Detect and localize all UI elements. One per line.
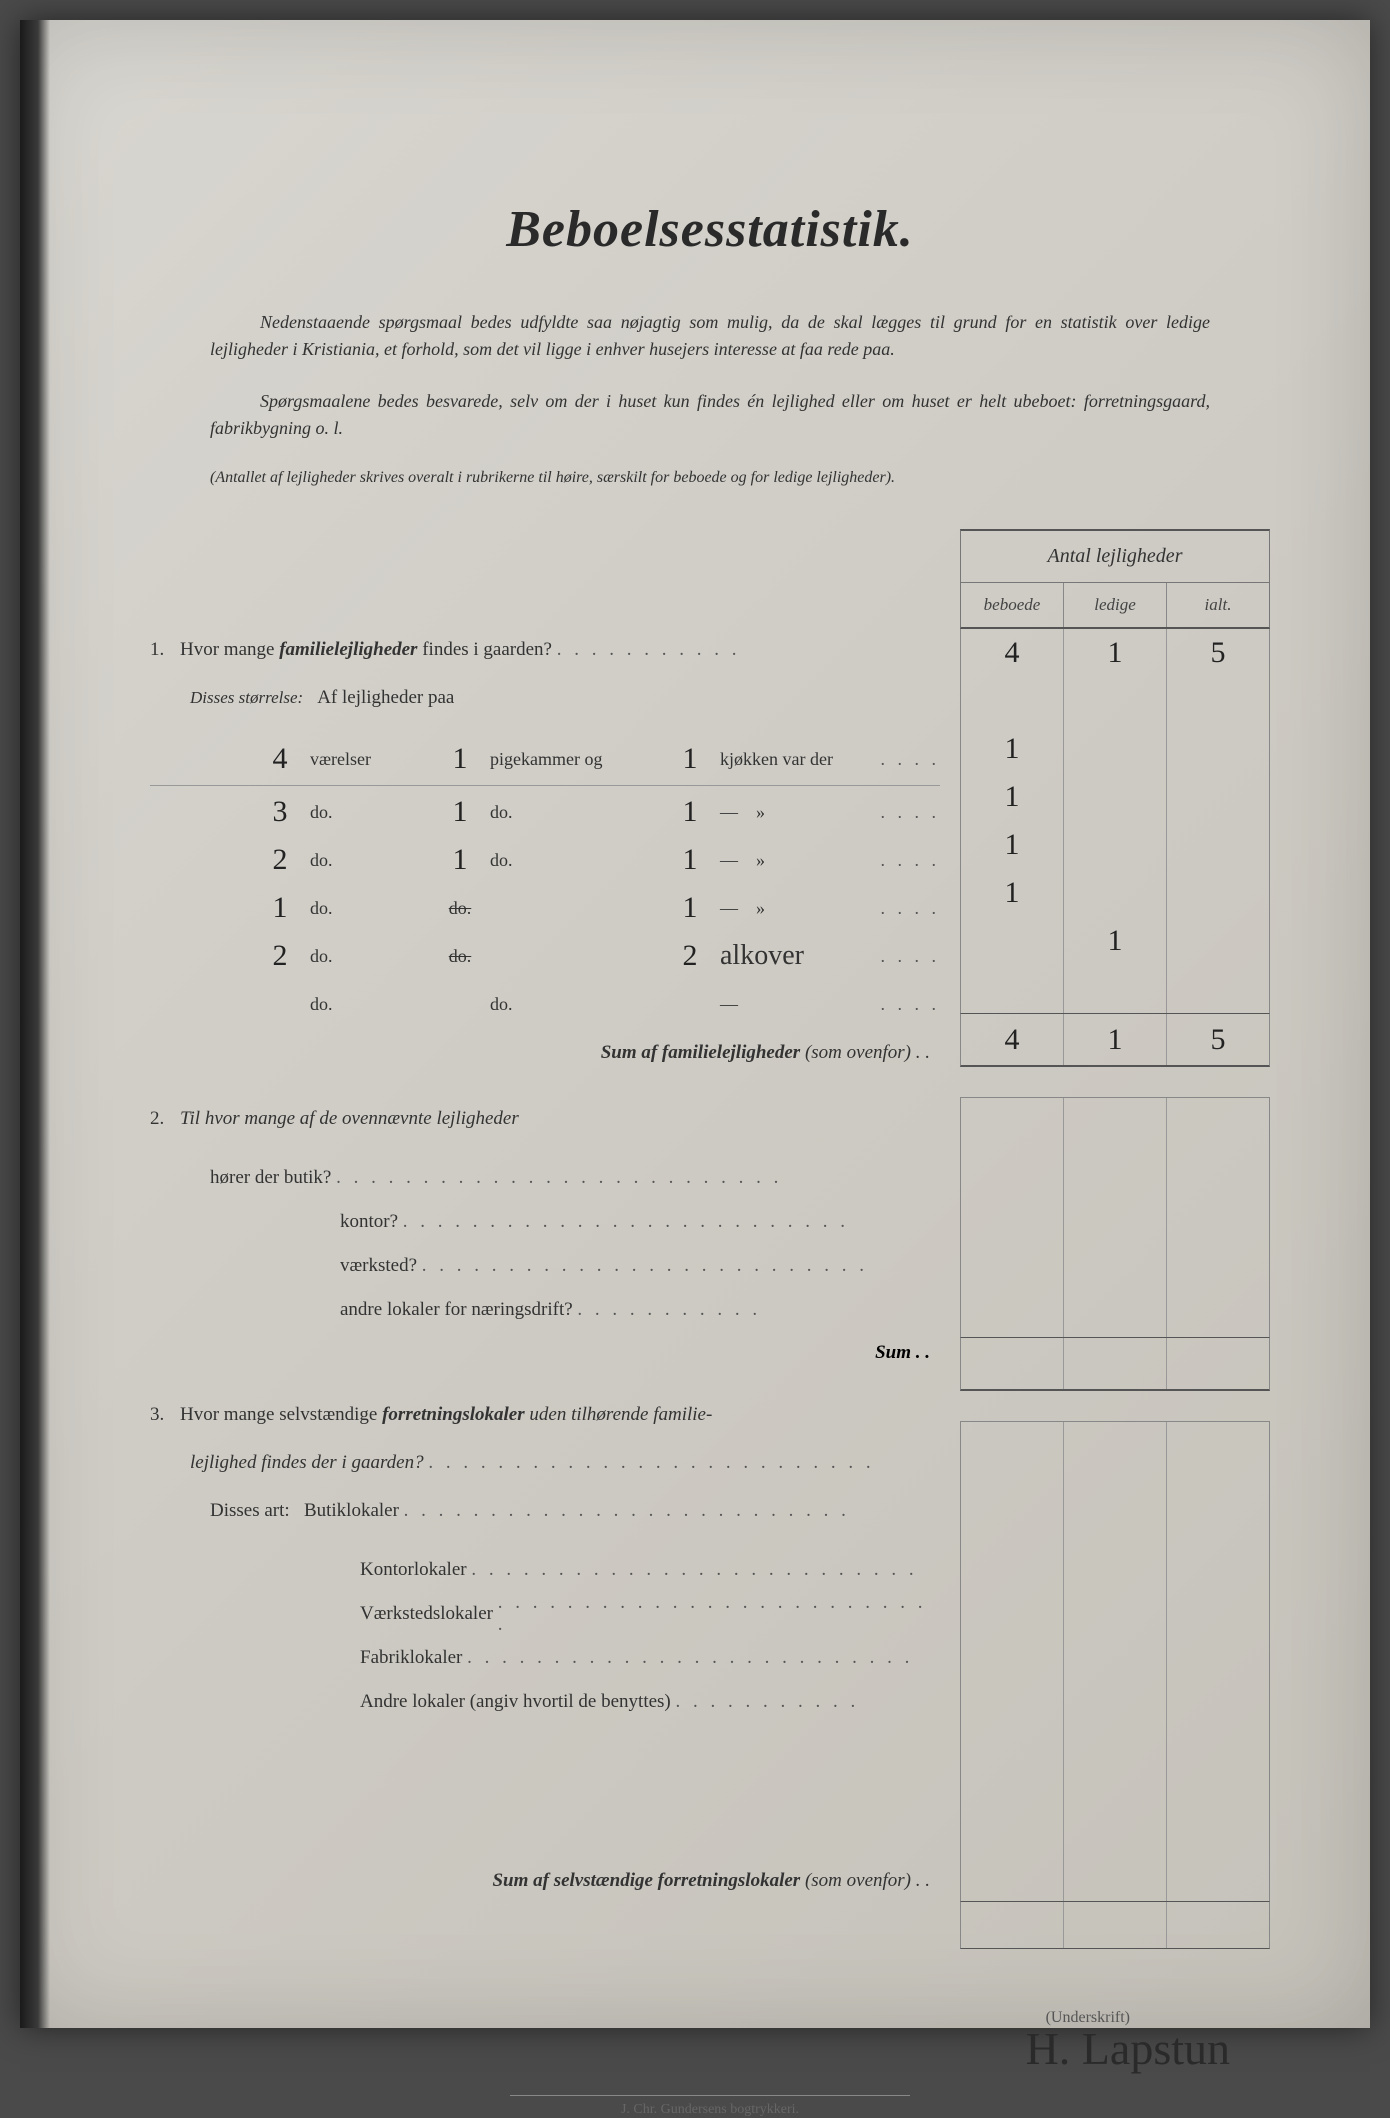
q1-number: 1. xyxy=(150,639,180,661)
q3-r4 xyxy=(960,1661,1270,1709)
q3-kontor: Kontorlokaler . . . . . . . . . . . . . … xyxy=(150,1548,940,1592)
printer-credit: J. Chr. Gundersens bogtrykkeri. xyxy=(510,2095,910,2118)
q3-r1 xyxy=(960,1517,1270,1565)
data-row-1: 1 xyxy=(960,725,1270,773)
q3-spacer xyxy=(960,1421,1270,1469)
size-row-3: 2 do. 1 do. 1 — » . . . . xyxy=(150,836,940,884)
questions-column: 1. Hvor mange familielejligheder findes … xyxy=(150,529,960,1949)
question-2: 2. Til hvor mange af de ovennævnte lejli… xyxy=(150,1108,940,1156)
intro-text-1: Nedenstaaende spørgsmaal bedes udfyldte … xyxy=(210,312,1210,359)
document-page: Beboelsesstatistik. Nedenstaaende spørgs… xyxy=(20,20,1370,2028)
q3-fabrik: Fabriklokaler . . . . . . . . . . . . . … xyxy=(150,1636,940,1680)
table-header: Antal lejligheder xyxy=(960,529,1270,582)
table-subheader: beboede ledige ialt. xyxy=(960,582,1270,629)
intro-note: (Antallet af lejligheder skrives overalt… xyxy=(210,467,1210,489)
intro-paragraph-1: Nedenstaaende spørgsmaal bedes udfyldte … xyxy=(210,309,1210,363)
question-3: 3. Hvor mange selvstændige forretningslo… xyxy=(150,1404,940,1452)
data-row-3: 1 xyxy=(960,821,1270,869)
q3-r8 xyxy=(960,1853,1270,1901)
signature: H. Lapstun xyxy=(150,2022,1270,2075)
size-row-6: do. do. — . . . . xyxy=(150,980,940,1028)
q2-sum: Sum . . xyxy=(150,1332,940,1374)
size-row-5: 2 do. do. 2 alkover . . . . xyxy=(150,932,940,980)
q3-r2 xyxy=(960,1565,1270,1613)
q3-line2: lejlighed findes der i gaarden? . . . . … xyxy=(150,1452,940,1500)
q2-r4 xyxy=(960,1289,1270,1337)
q2-sum-row xyxy=(960,1337,1270,1391)
q2-andre: andre lokaler for næringsdrift? . . . . … xyxy=(150,1288,940,1332)
q2-text: Til hvor mange af de ovennævnte lejlighe… xyxy=(180,1108,940,1130)
q2-butik: hører der butik? . . . . . . . . . . . .… xyxy=(150,1156,940,1200)
data-row-2: 1 xyxy=(960,773,1270,821)
data-row-4: 1 xyxy=(960,869,1270,917)
q2-spacer xyxy=(960,1097,1270,1145)
data-column: Antal lejligheder beboede ledige ialt. 4… xyxy=(960,529,1270,1949)
q3-r7 xyxy=(960,1805,1270,1853)
col-ialt: ialt. xyxy=(1167,583,1269,627)
q3-number: 3. xyxy=(150,1404,180,1426)
form-content: 1. Hvor mange familielejligheder findes … xyxy=(150,529,1270,1949)
q3-disses: Disses art: Butiklokaler . . . . . . . .… xyxy=(150,1500,940,1548)
size-row-4: 1 do. do. 1 — » . . . . xyxy=(150,884,940,932)
q3-r0 xyxy=(960,1469,1270,1517)
size-row-2: 3 do. 1 do. 1 — » . . . . xyxy=(150,788,940,836)
q3-vaerksted: Værkstedslokaler . . . . . . . . . . . .… xyxy=(150,1592,940,1636)
q2-r2 xyxy=(960,1193,1270,1241)
q3-sum-label: Sum af selvstændige forretningslokaler (… xyxy=(150,1856,940,1906)
q2-kontor: kontor? . . . . . . . . . . . . . . . . … xyxy=(150,1200,940,1244)
q2-number: 2. xyxy=(150,1108,180,1130)
q3-r5 xyxy=(960,1709,1270,1757)
col-beboede: beboede xyxy=(961,583,1064,627)
q1-text: Hvor mange familielejligheder findes i g… xyxy=(180,639,940,661)
intro-text-2: Spørgsmaalene bedes besvarede, selv om d… xyxy=(210,391,1210,438)
col-ledige: ledige xyxy=(1064,583,1167,627)
intro-paragraph-2: Spørgsmaalene bedes besvarede, selv om d… xyxy=(210,388,1210,442)
q1-total-row: 4 1 5 xyxy=(960,629,1270,677)
q2-r1 xyxy=(960,1145,1270,1193)
q1-disses: Disses størrelse: Af lejligheder paa xyxy=(150,687,940,735)
q3-andre: Andre lokaler (angiv hvortil de benyttes… xyxy=(150,1680,940,1724)
spacer-row xyxy=(960,677,1270,725)
question-1: 1. Hvor mange familielejligheder findes … xyxy=(150,639,940,687)
data-row-6 xyxy=(960,965,1270,1013)
q3-r6 xyxy=(960,1757,1270,1805)
size-row-1: 4 værelser 1 pigekammer og 1 kjøkken var… xyxy=(150,735,940,783)
data-row-5: 1 xyxy=(960,917,1270,965)
q2-r3 xyxy=(960,1241,1270,1289)
q1-sum-label: Sum af familielejligheder (som ovenfor) … xyxy=(150,1028,940,1078)
intro-note-text: (Antallet af lejligheder skrives overalt… xyxy=(210,469,895,486)
page-title: Beboelsesstatistik. xyxy=(150,200,1270,259)
q2-vaerksted: værksted? . . . . . . . . . . . . . . . … xyxy=(150,1244,940,1288)
q3-text: Hvor mange selvstændige forretningslokal… xyxy=(180,1404,940,1426)
q3-r3 xyxy=(960,1613,1270,1661)
q3-sum-row xyxy=(960,1901,1270,1949)
q1-sum-row: 4 1 5 xyxy=(960,1013,1270,1067)
